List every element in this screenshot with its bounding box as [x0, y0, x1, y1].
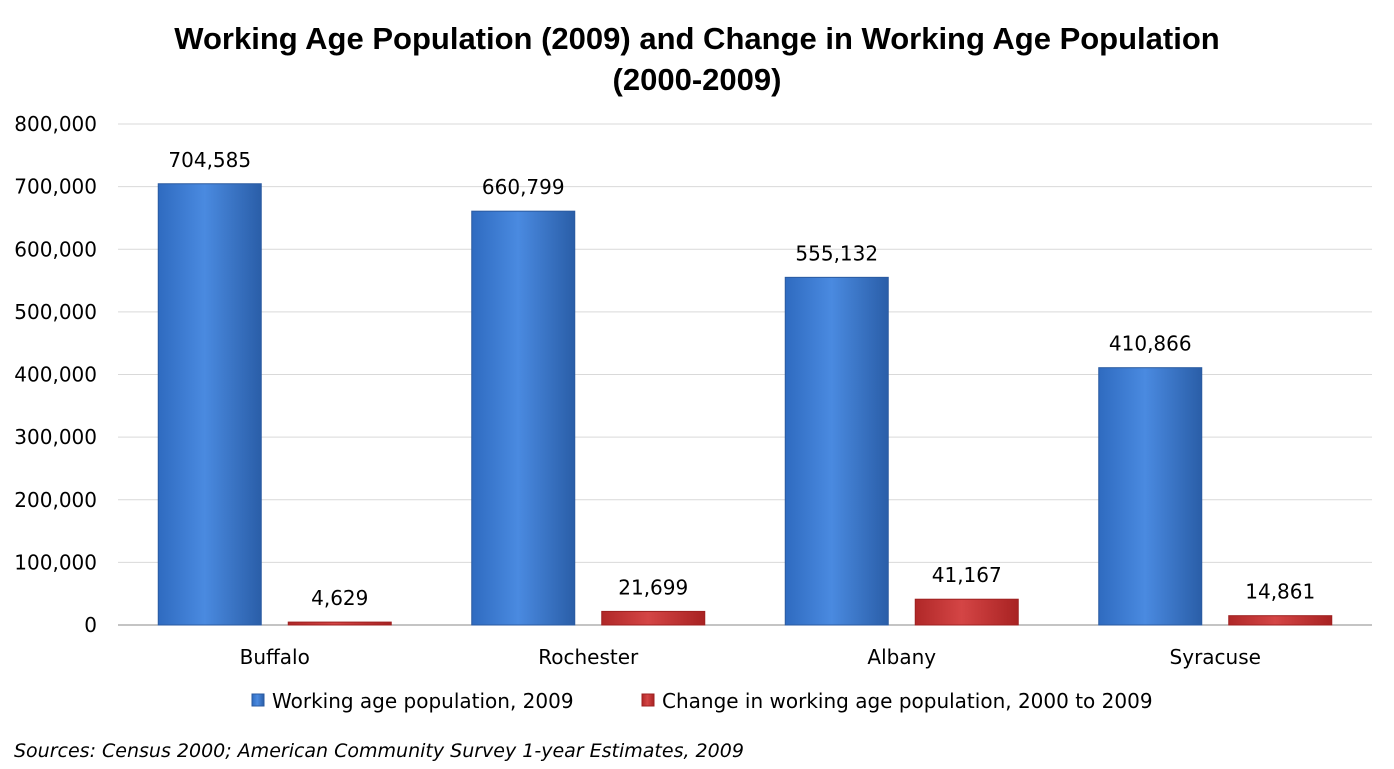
data-label: 4,629 [311, 586, 368, 610]
bar-change-working-age-population [1228, 615, 1333, 626]
bar-change-working-age-population [914, 598, 1019, 626]
y-tick-label: 500,000 [14, 300, 97, 324]
source-note: Sources: Census 2000; American Community… [14, 740, 744, 762]
bar-change-working-age-population [601, 610, 706, 626]
bar-working-age-population [1098, 367, 1203, 626]
data-label: 555,132 [795, 241, 878, 265]
data-label: 41,167 [932, 563, 1002, 587]
legend-item: Change in working age population, 2000 t… [641, 689, 1153, 713]
y-tick-label: 100,000 [14, 550, 97, 574]
data-label: 660,799 [482, 175, 565, 199]
legend-item: Working age population, 2009 [251, 689, 574, 713]
x-tick-label: Albany [867, 645, 936, 669]
legend-label: Change in working age population, 2000 t… [662, 689, 1153, 713]
legend-label: Working age population, 2009 [272, 689, 574, 713]
x-tick-label: Buffalo [240, 645, 310, 669]
bar-working-age-population [157, 183, 262, 626]
y-tick-label: 400,000 [14, 363, 97, 387]
bar-working-age-population [784, 276, 889, 626]
data-label: 21,699 [618, 575, 688, 599]
legend-swatch [251, 693, 265, 707]
y-tick-label: 800,000 [14, 112, 97, 136]
x-tick-label: Syracuse [1170, 645, 1261, 669]
chart-title-line-1: Working Age Population (2009) and Change… [174, 21, 1220, 56]
data-label: 14,861 [1245, 580, 1315, 604]
chart-title-line-2: (2000-2009) [612, 62, 782, 97]
x-tick-label: Rochester [538, 645, 639, 669]
y-tick-label: 600,000 [14, 237, 97, 261]
data-label: 410,866 [1109, 332, 1192, 356]
bar-working-age-population [471, 210, 576, 626]
bar-change-working-age-population [287, 621, 392, 626]
legend-swatch [641, 693, 655, 707]
y-tick-label: 300,000 [14, 425, 97, 449]
y-tick-label: 700,000 [14, 175, 97, 199]
chart-title: Working Age Population (2009) and Change… [0, 18, 1394, 100]
data-label: 704,585 [168, 148, 251, 172]
y-tick-label: 200,000 [14, 488, 97, 512]
y-tick-label: 0 [84, 613, 97, 637]
